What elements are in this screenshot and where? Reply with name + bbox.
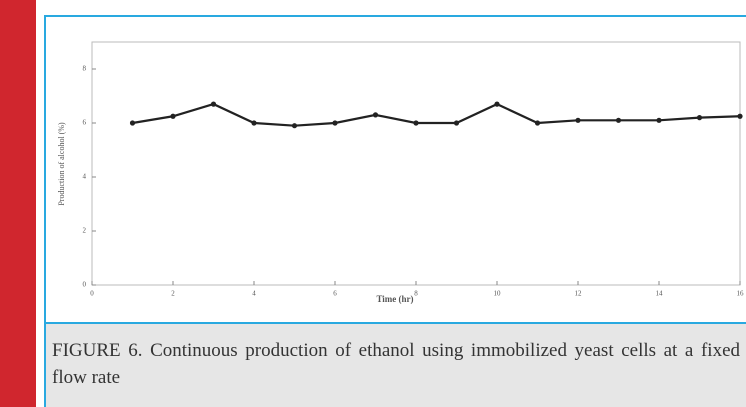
data-point — [291, 123, 298, 129]
data-point — [534, 120, 541, 126]
x-tick-label: 0 — [90, 290, 94, 298]
data-point — [413, 120, 419, 126]
accent-bar — [0, 0, 36, 407]
y-axis-label: Production of alcohol (%) — [57, 122, 66, 206]
data-point — [696, 115, 703, 121]
x-tick-label: 6 — [333, 290, 337, 298]
data-point — [129, 120, 136, 126]
data-point — [210, 101, 217, 107]
data-point — [372, 112, 379, 118]
y-tick-label: 0 — [83, 281, 87, 289]
y-tick-label: 2 — [83, 227, 87, 235]
data-point — [494, 101, 500, 107]
data-point — [575, 117, 581, 123]
x-tick-label: 16 — [737, 290, 745, 298]
y-tick-label: 6 — [83, 119, 87, 127]
y-tick-label: 4 — [83, 173, 87, 181]
x-tick-label: 4 — [252, 290, 256, 298]
x-tick-label: 2 — [171, 290, 175, 298]
x-tick-label: 14 — [656, 290, 664, 298]
y-tick-label: 8 — [83, 65, 87, 73]
data-point — [453, 120, 460, 126]
x-tick-label: 10 — [494, 290, 502, 298]
figure-caption: FIGURE 6. Continuous production of ethan… — [46, 322, 746, 407]
data-point — [251, 120, 257, 126]
data-point — [615, 117, 622, 123]
data-point — [332, 120, 338, 126]
chart: Time (hr) Production of alcohol (%) 0 2 4 6… — [57, 41, 745, 304]
data-point — [737, 113, 743, 119]
data-point — [656, 117, 662, 123]
data-point — [170, 113, 176, 119]
x-axis-label: Time (hr) — [376, 294, 413, 304]
figure-frame — [44, 15, 746, 407]
plot-frame — [91, 41, 741, 286]
x-tick-label: 12 — [575, 290, 583, 298]
data-line — [132, 102, 741, 127]
x-tick-label: 8 — [414, 290, 418, 298]
